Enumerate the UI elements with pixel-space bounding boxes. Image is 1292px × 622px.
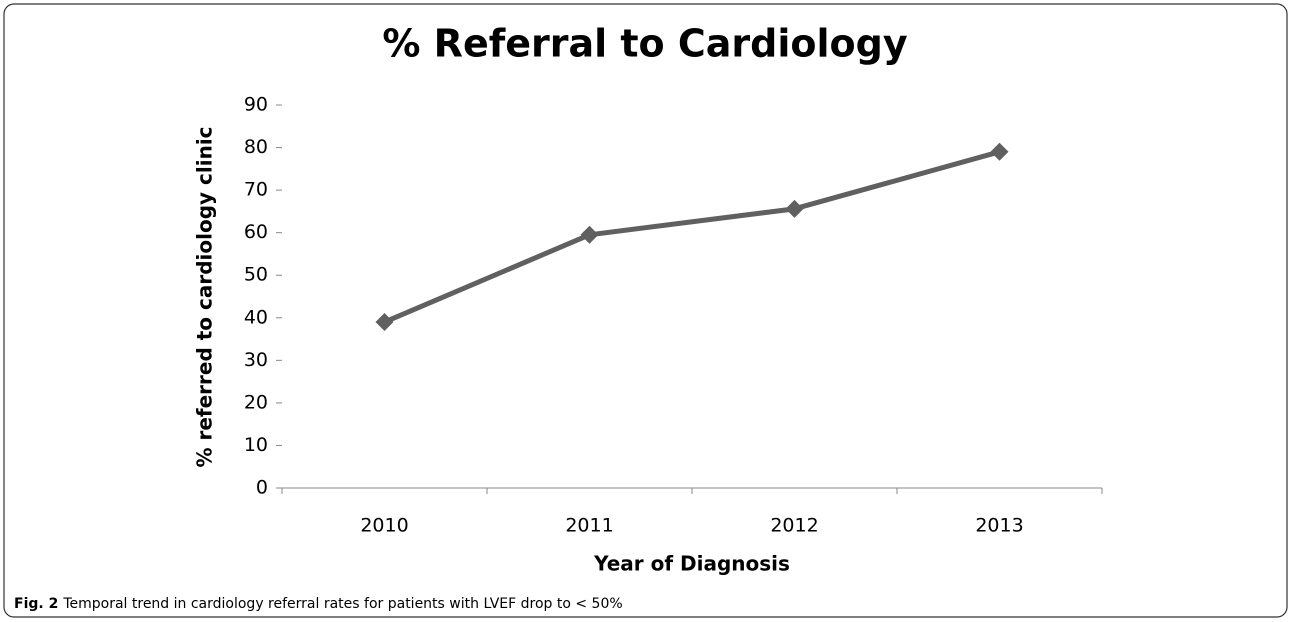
data-point: [785, 199, 804, 218]
x-tick-label: 2010: [360, 515, 408, 537]
data-line: [383, 149, 1001, 325]
x-axis-label: Year of Diagnosis: [593, 552, 790, 576]
chart-title: % Referral to Cardiology: [382, 22, 907, 66]
y-tick-label: 80: [244, 136, 268, 158]
y-tick-label: 70: [244, 179, 268, 201]
y-tick-label: 20: [244, 391, 268, 413]
y-tick-label: 10: [244, 434, 268, 456]
y-tick-label: 50: [244, 264, 268, 286]
data-point: [990, 142, 1009, 161]
x-tick-label: 2012: [770, 515, 818, 537]
data-point: [375, 313, 394, 332]
y-tick-label: 0: [256, 477, 268, 499]
x-tick-label: 2011: [565, 515, 613, 537]
y-tick-label: 90: [244, 94, 268, 116]
figure-border: [3, 3, 1288, 618]
caption-text: Temporal trend in cardiology referral ra…: [62, 596, 622, 612]
y-tick-label: 40: [244, 306, 268, 328]
y-tick-label: 60: [244, 221, 268, 243]
y-tick-label: 30: [244, 349, 268, 371]
caption: Fig. 2 Temporal trend in cardiology refer…: [14, 596, 623, 612]
y-axis-label: % referred to cardiology clinic: [193, 126, 217, 467]
x-tick-label: 2013: [975, 515, 1023, 537]
data-point: [580, 225, 599, 244]
caption-label: Fig. 2: [14, 596, 58, 612]
